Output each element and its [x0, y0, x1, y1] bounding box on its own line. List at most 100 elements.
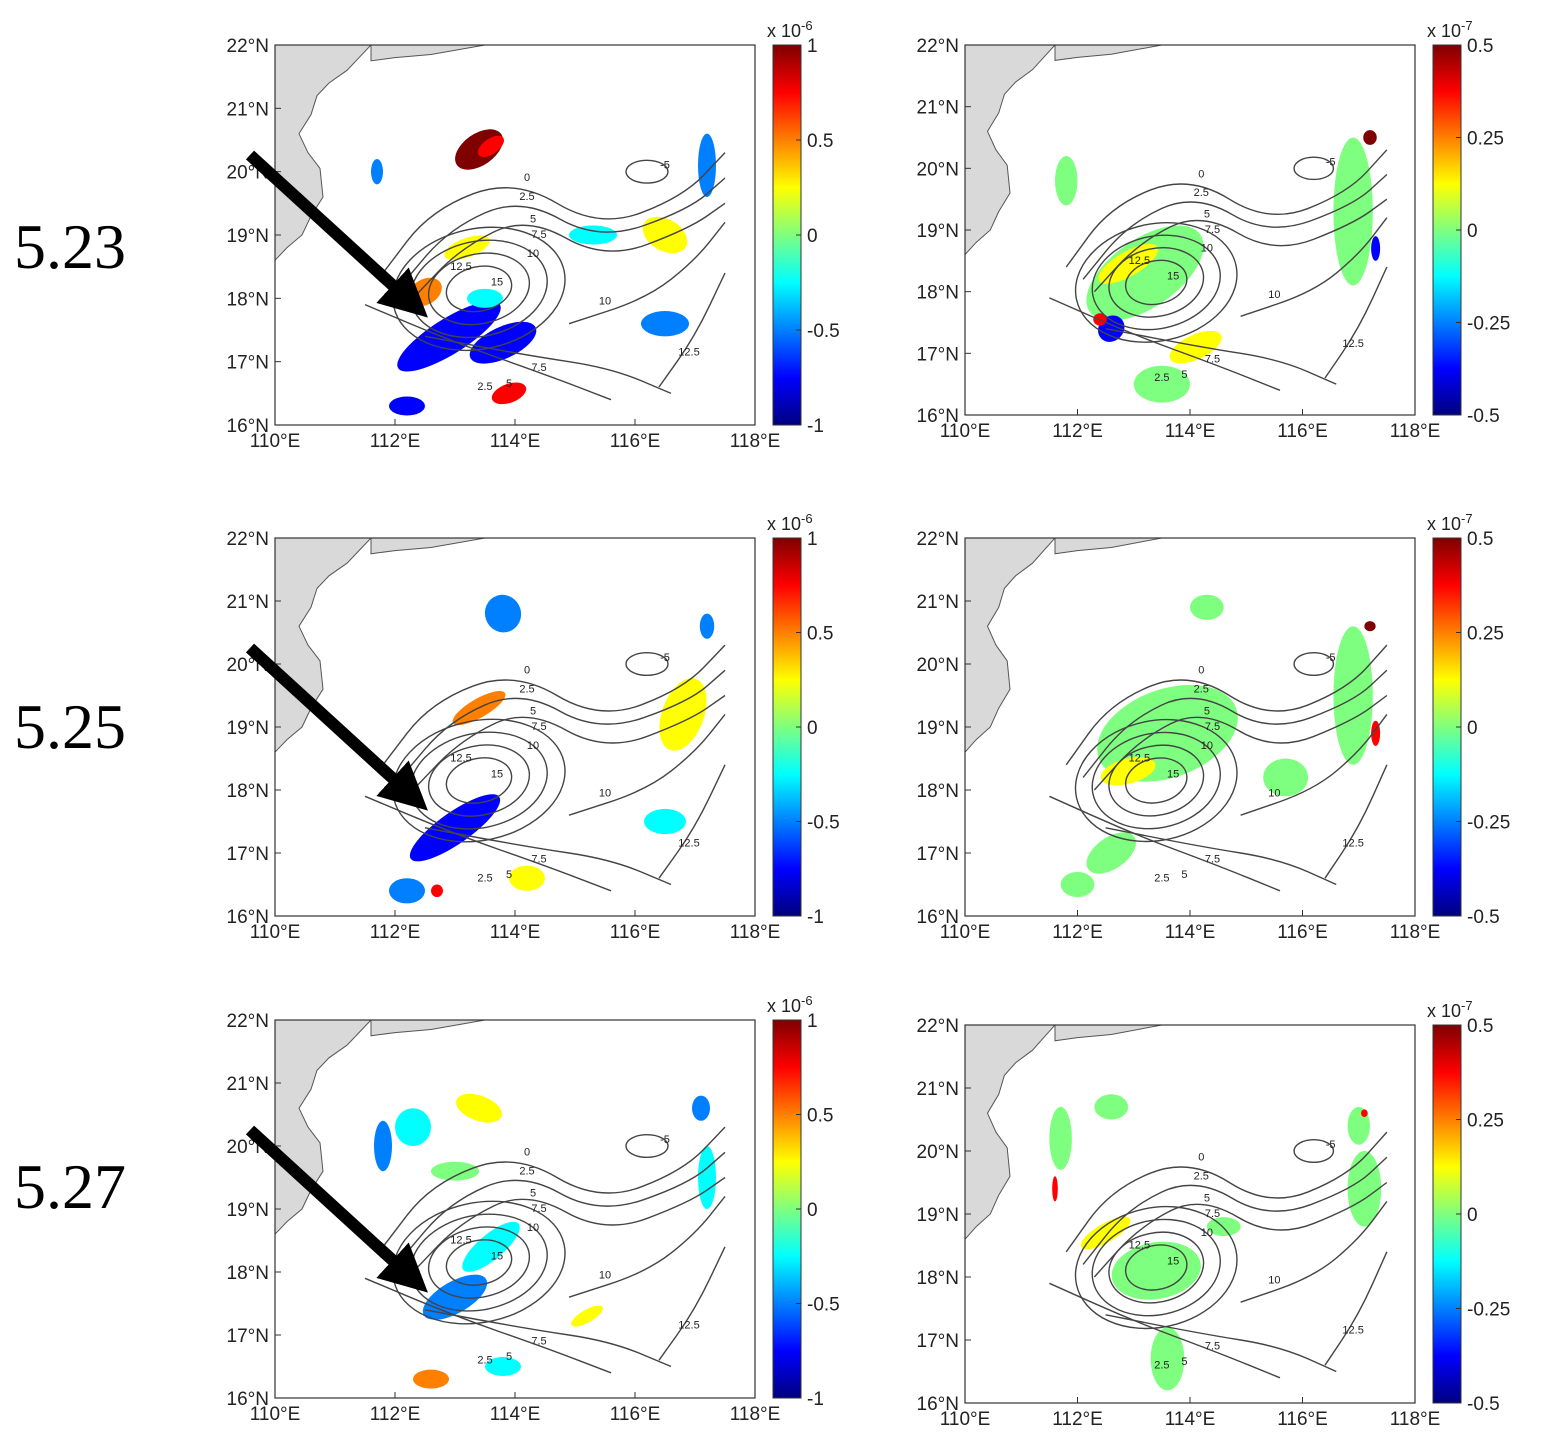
shaded-patch	[1133, 365, 1190, 403]
shaded-patch	[374, 1120, 392, 1172]
x-tick-label: 114°E	[1165, 1409, 1216, 1430]
x-tick-label: 112°E	[1052, 421, 1103, 442]
contour-label: 15	[1167, 1255, 1179, 1267]
y-tick-label: 22°N	[917, 529, 959, 550]
contour-line	[1049, 297, 1281, 391]
contour-label: 2.5	[519, 683, 534, 695]
map-area: -5 0 2.5 5 7.5 10 12.5 15 10 12.5 7.5 5 2.5	[965, 45, 1388, 403]
y-tick-label: 19°N	[227, 226, 269, 247]
contour-line	[424, 1309, 672, 1368]
shaded-patch	[509, 865, 545, 891]
eddy-contour	[1091, 234, 1221, 331]
contour-line	[568, 713, 726, 816]
y-tick-label: 18°N	[227, 781, 269, 802]
shaded-patch	[1333, 137, 1373, 286]
colorbar-tick-label: 0	[1467, 718, 1478, 739]
contour-label: 12.5	[678, 346, 699, 358]
contour-line	[400, 177, 726, 287]
contour-loop	[625, 1133, 669, 1159]
colorbar-tick-label: 0	[1467, 1205, 1478, 1226]
x-tick-label: 114°E	[1165, 922, 1216, 943]
contour-line	[424, 335, 672, 394]
contour-label: 10	[599, 787, 611, 799]
colorbar-tick-label: -1	[807, 907, 824, 928]
x-tick-label: 114°E	[490, 1404, 541, 1425]
coast-segment	[1054, 1025, 1162, 1042]
x-tick-label: 118°E	[1390, 922, 1441, 943]
y-tick-label: 22°N	[917, 1016, 959, 1037]
y-tick-label: 16°N	[227, 416, 269, 437]
x-tick-label: 116°E	[1277, 922, 1328, 943]
y-tick-label: 19°N	[917, 1205, 959, 1226]
contour-label: 7.5	[1205, 1208, 1220, 1220]
eddy-contour	[1108, 247, 1205, 318]
contour-line	[1093, 694, 1388, 791]
y-tick-label: 17°N	[917, 844, 959, 865]
coast-segment	[370, 538, 486, 555]
shaded-patch	[1060, 871, 1095, 898]
contour-label: 12.5	[1129, 753, 1150, 765]
colorbar-tick-label: 0.5	[1467, 529, 1493, 550]
eddy-contour	[1108, 744, 1205, 817]
colorbar-tick-label: 0.5	[807, 624, 833, 645]
x-tick-label: 110°E	[250, 431, 301, 452]
y-tick-label: 16°N	[917, 907, 959, 928]
colorbar-tick-label: 1	[807, 1011, 818, 1032]
contour-label: 12.5	[450, 753, 471, 765]
shaded-patch	[1206, 1217, 1241, 1237]
y-tick-label: 21°N	[227, 592, 269, 613]
contour-label: 7.5	[531, 721, 546, 733]
contour-line	[1105, 827, 1337, 886]
contour-line	[400, 1151, 726, 1260]
contour-line	[412, 694, 726, 791]
shaded-patch	[641, 311, 689, 337]
contour-label: 0	[524, 172, 530, 184]
eddy-arrow	[245, 1125, 428, 1293]
contour-label: 10	[527, 740, 539, 752]
contour-label: 7.5	[1205, 853, 1220, 865]
map-area: -5 0 2.5 5 7.5 10 12.5 15 10 12.5 7.5 5 2.5	[965, 538, 1388, 898]
shaded-patch	[484, 594, 522, 633]
contour-label: 2.5	[477, 872, 492, 884]
contour-line	[1065, 149, 1388, 268]
map-area: -5 0 2.5 5 7.5 10 12.5 15 10 12.5 7.5 5 2.5	[275, 45, 726, 416]
shaded-patch	[389, 878, 425, 904]
contour-label: 7.5	[1205, 721, 1220, 733]
shaded-patch	[692, 1095, 710, 1121]
eddy-contour	[1124, 259, 1188, 306]
shaded-patch	[456, 1093, 502, 1123]
contour-line	[382, 152, 726, 274]
y-tick-label: 16°N	[227, 1389, 269, 1410]
contour-label: 7.5	[531, 853, 546, 865]
contour-label: 5	[1204, 1192, 1210, 1204]
eddy-contour	[1074, 221, 1238, 343]
shaded-patch	[491, 382, 527, 405]
contour-label: 2.5	[477, 381, 492, 393]
contour-line	[1324, 1251, 1388, 1366]
map-panel-3: -5 0 2.5 5 7.5 10 12.5 15 10 12.5 7.5 5 2.5 110°E 112°…	[917, 511, 1511, 943]
colorbar-tick-label: -0.5	[1467, 907, 1500, 928]
y-tick-label: 22°N	[227, 1011, 269, 1032]
contour-label: 10	[1201, 1227, 1213, 1239]
contour-loop	[625, 651, 669, 677]
colorbar-multiplier: x 10-6	[767, 18, 813, 41]
colorbar-multiplier: x 10-7	[1427, 18, 1473, 41]
x-tick-label: 110°E	[940, 922, 991, 943]
shaded-patch	[1052, 1176, 1058, 1202]
contour-line	[1065, 644, 1388, 766]
contour-label: 10	[527, 1222, 539, 1234]
y-tick-label: 20°N	[917, 1142, 959, 1163]
contour-label: 12.5	[450, 261, 471, 273]
contour-label: 0	[1198, 169, 1204, 181]
y-tick-label: 19°N	[227, 718, 269, 739]
contour-line	[658, 272, 726, 388]
colorbar-tick-label: -0.5	[807, 813, 840, 834]
contour-label: 5	[1181, 369, 1187, 381]
contour-line	[568, 221, 726, 325]
shaded-patch	[1361, 1109, 1368, 1117]
contour-label: 5	[1204, 705, 1210, 717]
shaded-patch	[1190, 594, 1224, 620]
colorbar-tick-label: 0.25	[1467, 624, 1504, 645]
contour-label: 2.5	[519, 191, 534, 203]
